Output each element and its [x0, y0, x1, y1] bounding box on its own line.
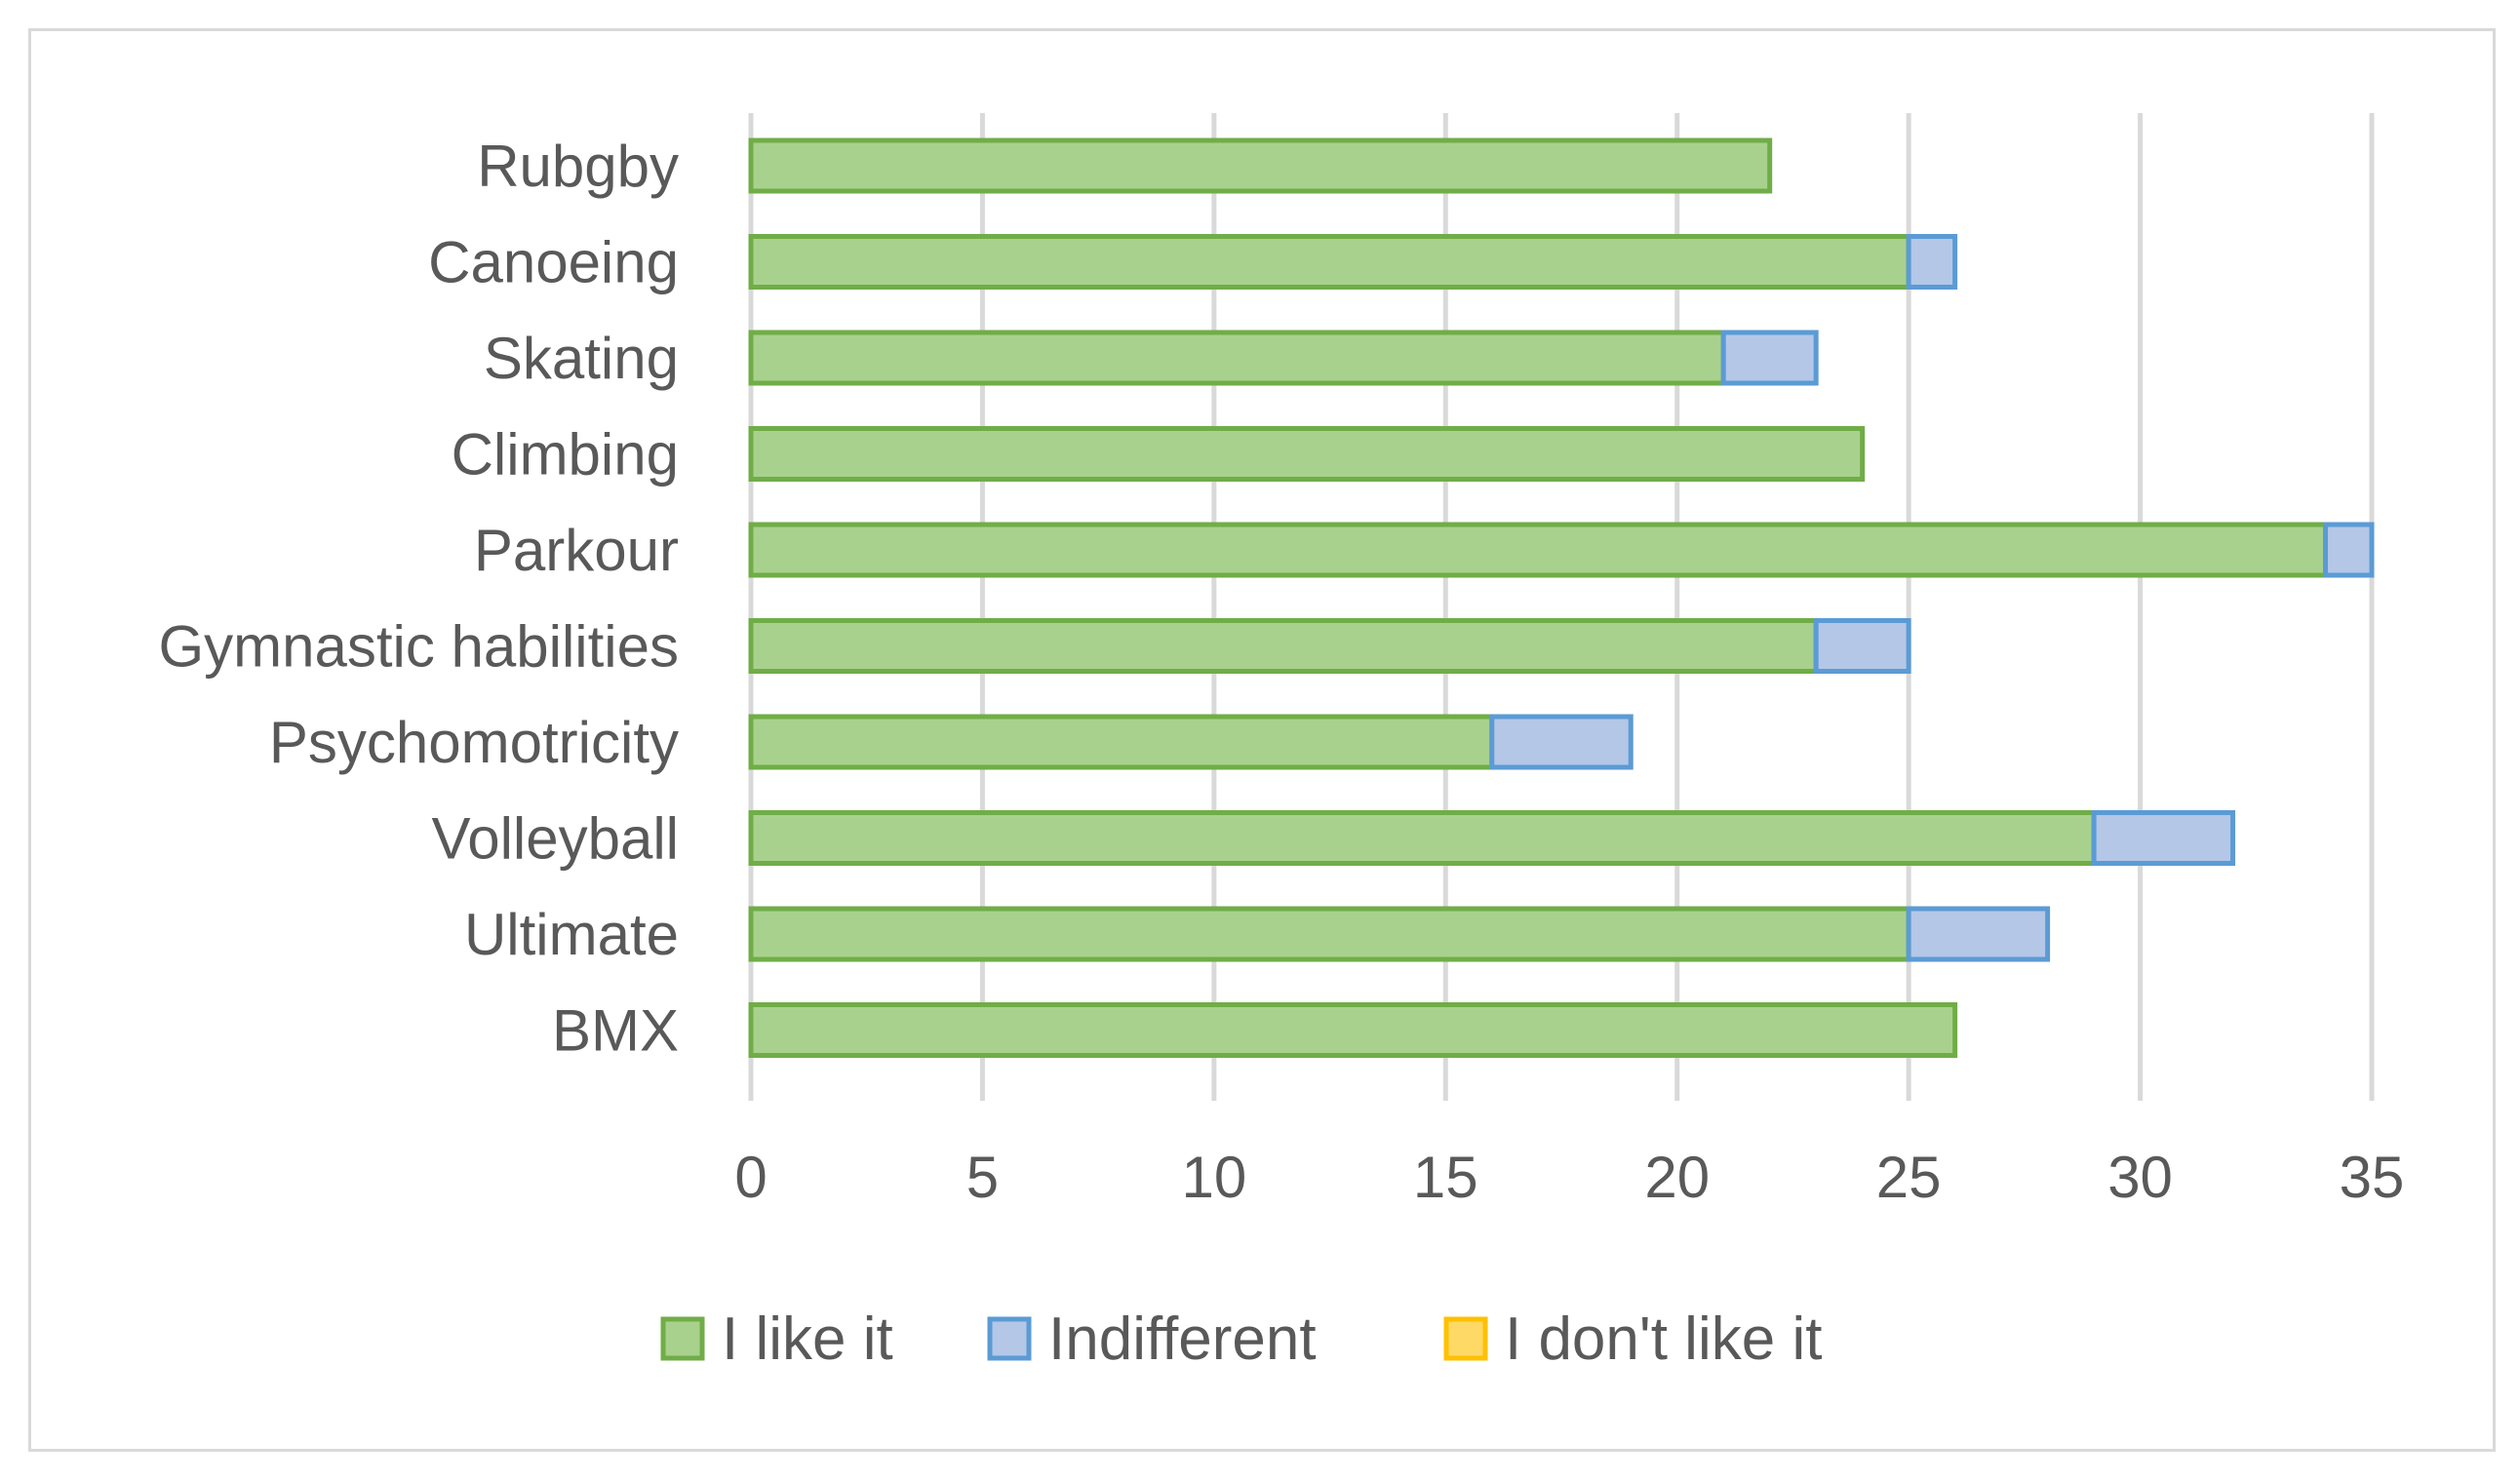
category-label-ultimate: Ultimate	[464, 902, 679, 967]
x-tick-labels: 0 5 10 15 20 25 30 35	[734, 1145, 2404, 1210]
bar-rubgby-i-like-it	[748, 137, 1773, 194]
legend-label-i-like-it: I like it	[722, 1306, 893, 1373]
x-tick-10: 10	[1181, 1145, 1246, 1210]
category-label-gymnastic-habilities: Gymnastic habilities	[158, 614, 679, 680]
bar-canoeing-indifferent	[1906, 234, 1958, 290]
legend: I like it Indifferent I don't like it	[660, 1306, 1822, 1373]
bar-parkour-indifferent	[2323, 522, 2375, 578]
bar-gymnastic-habilities-indifferent	[1813, 618, 1911, 674]
x-tick-35: 35	[2340, 1145, 2405, 1210]
x-tick-5: 5	[966, 1145, 999, 1210]
bar-ultimate-indifferent	[1906, 906, 2051, 962]
bar-climbing-i-like-it	[748, 426, 1866, 482]
legend-swatch-indifferent	[987, 1316, 1032, 1361]
x-tick-25: 25	[1876, 1145, 1942, 1210]
bar-bmx-i-like-it	[748, 1002, 1958, 1058]
legend-swatch-i-like-it	[660, 1316, 705, 1361]
category-label-bmx: BMX	[552, 998, 679, 1064]
category-label-skating: Skating	[484, 326, 679, 391]
bar-skating-indifferent	[1720, 330, 1819, 386]
category-label-psychomotricity: Psychomotricity	[269, 710, 679, 775]
bar-volleyball-indifferent	[2091, 810, 2236, 866]
bar-parkour-i-like-it	[748, 522, 2329, 578]
legend-swatch-i-don-t-like-it	[1443, 1316, 1488, 1361]
x-tick-15: 15	[1413, 1145, 1478, 1210]
legend-label-indifferent: Indifferent	[1048, 1306, 1317, 1373]
category-label-volleyball: Volleyball	[431, 806, 679, 872]
bar-canoeing-i-like-it	[748, 234, 1911, 290]
bar-ultimate-i-like-it	[748, 906, 1911, 962]
category-label-parkour: Parkour	[474, 518, 679, 583]
x-tick-0: 0	[734, 1145, 767, 1210]
x-tick-20: 20	[1644, 1145, 1710, 1210]
category-label-rubgby: Rubgby	[477, 134, 679, 199]
category-label-climbing: Climbing	[452, 422, 679, 487]
legend-label-i-don-t-like-it: I don't like it	[1505, 1306, 1822, 1373]
bar-volleyball-i-like-it	[748, 810, 2097, 866]
category-label-canoeing: Canoeing	[428, 230, 679, 295]
category-labels: Rubgby Canoeing Skating Climbing Parkour Gymn…	[158, 134, 679, 1064]
bar-psychomotricity-i-like-it	[748, 714, 1495, 770]
bar-skating-i-like-it	[748, 330, 1726, 386]
x-tick-30: 30	[2107, 1145, 2173, 1210]
bar-psychomotricity-indifferent	[1489, 714, 1634, 770]
bar-gymnastic-habilities-i-like-it	[748, 618, 1819, 674]
bars	[748, 137, 2375, 1058]
